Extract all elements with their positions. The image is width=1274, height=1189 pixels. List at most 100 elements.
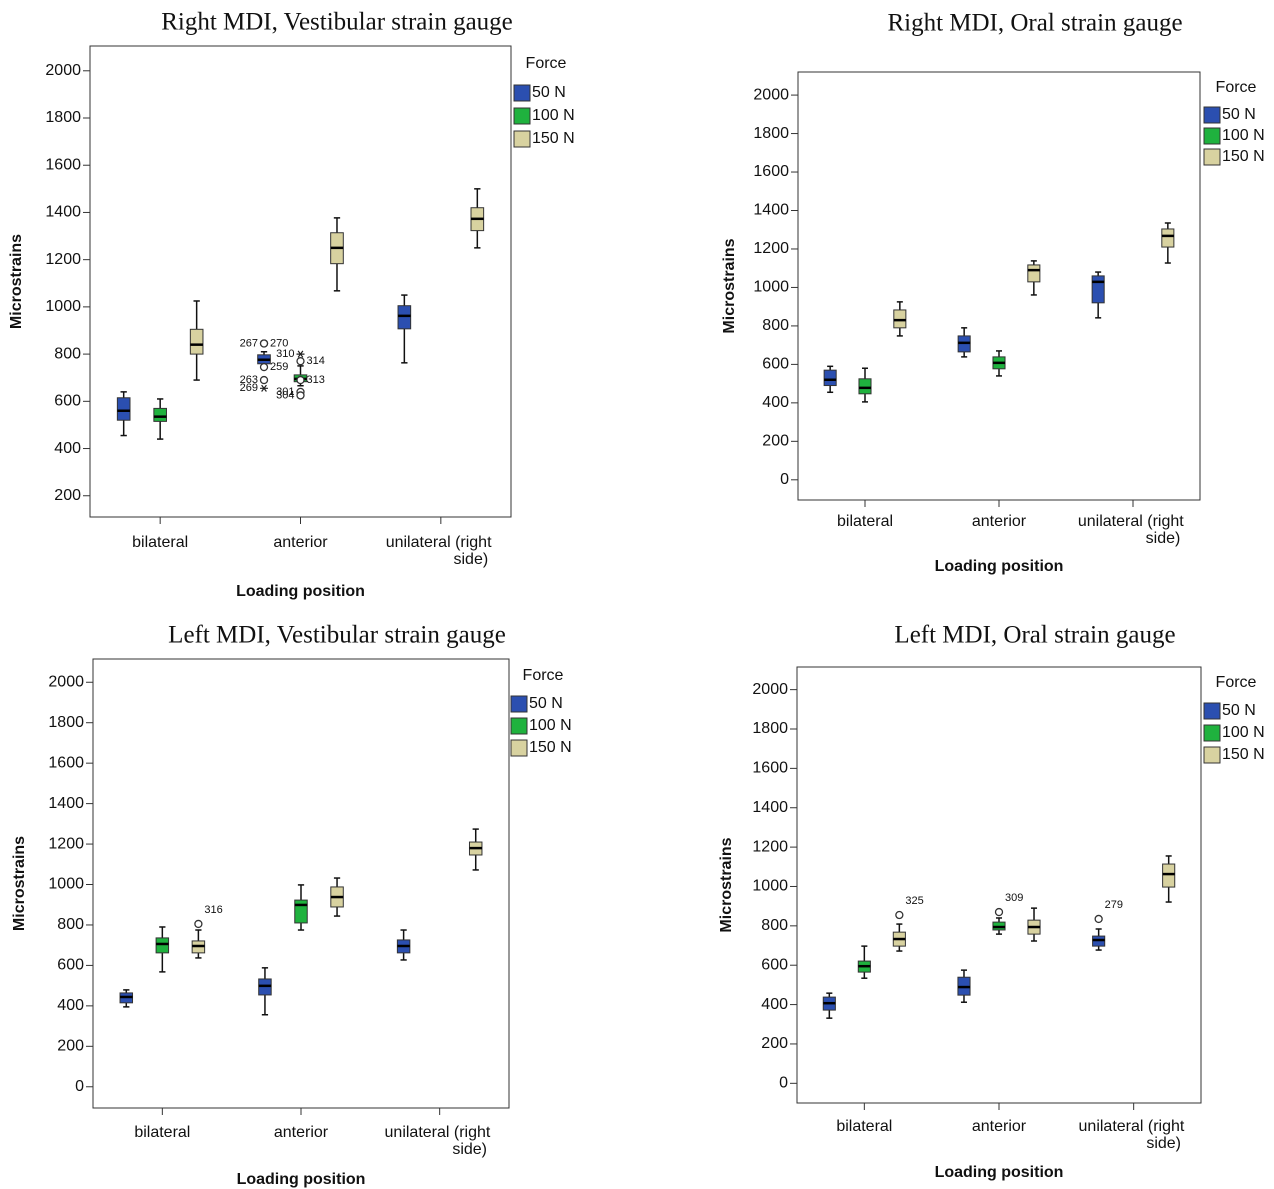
y-tick-label: 1400	[48, 795, 84, 812]
chart-title: Right MDI, Oral strain gauge	[887, 10, 1182, 37]
y-tick-label: 1800	[752, 720, 788, 737]
legend-swatch	[1203, 106, 1221, 124]
outlier-star	[260, 384, 269, 392]
y-tick-label: 1600	[753, 163, 789, 180]
x-tick-label-line: side)	[1146, 530, 1181, 547]
box	[1162, 863, 1176, 888]
legend-swatch	[513, 84, 531, 102]
plot-frame	[796, 666, 1202, 1104]
box	[1091, 275, 1105, 304]
box	[823, 369, 837, 387]
y-tick-label: 400	[762, 394, 789, 411]
outlier	[194, 919, 203, 929]
legend-swatch	[510, 739, 528, 757]
outlier-label: 314	[307, 355, 325, 367]
y-tick-label: 1200	[752, 838, 788, 855]
outlier-label: 259	[270, 361, 288, 373]
y-tick-label: 0	[780, 471, 789, 488]
y-tick-label: 1400	[45, 204, 81, 221]
outlier	[296, 357, 305, 366]
outlier-label: 309	[1005, 892, 1023, 904]
y-tick-label: 1200	[45, 251, 81, 268]
legend-swatch	[510, 717, 528, 735]
x-tick-label: bilateral	[134, 1124, 190, 1141]
outlier	[296, 391, 305, 400]
x-tick-label: bilateral	[837, 513, 893, 530]
x-tick-label: anterior	[972, 513, 1027, 530]
x-tick-label-line: unilateral (right	[1078, 513, 1188, 530]
y-tick-label: 400	[57, 997, 84, 1014]
x-tick-label: anterior	[274, 1124, 329, 1141]
y-tick-label: 1200	[753, 240, 789, 257]
x-tick-label-line: unilateral (right	[385, 1124, 495, 1141]
y-tick-label: 1000	[753, 279, 789, 296]
legend-label: 50 N	[1222, 702, 1256, 719]
x-tick-label: bilateral	[132, 534, 188, 551]
legend-label: 150 N	[529, 739, 572, 756]
x-tick-label: unilateral (right side)	[1079, 1118, 1189, 1152]
y-tick-label: 0	[75, 1078, 84, 1095]
x-axis-label: Loading position	[935, 1164, 1064, 1181]
legend-label: 50 N	[1222, 106, 1256, 123]
outlier	[1094, 914, 1103, 924]
chart-title: Left MDI, Vestibular strain gauge	[168, 622, 506, 649]
outlier-label: 316	[204, 904, 222, 916]
outlier-label: 270	[270, 337, 288, 349]
plot-frame	[92, 658, 510, 1109]
y-tick-label: 0	[779, 1075, 788, 1092]
box	[858, 378, 872, 395]
legend-label: 100 N	[532, 107, 575, 124]
y-tick-label: 400	[761, 996, 788, 1013]
x-tick-label-line: side)	[452, 1141, 487, 1158]
box	[1161, 228, 1175, 248]
legend-label: 50 N	[532, 84, 566, 101]
y-tick-label: 2000	[752, 681, 788, 698]
legend-title: Force	[1216, 79, 1257, 96]
x-axis-label: Loading position	[236, 583, 365, 600]
y-tick-label: 600	[761, 956, 788, 973]
y-tick-label: 800	[761, 917, 788, 934]
x-tick-label: anterior	[972, 1118, 1027, 1135]
y-tick-label: 400	[54, 440, 81, 457]
outlier	[259, 375, 269, 385]
legend-title: Force	[523, 667, 564, 684]
legend-swatch	[1203, 702, 1221, 720]
outlier-label: 269	[240, 382, 258, 394]
y-tick-label: 600	[762, 356, 789, 373]
x-axis-label: Loading position	[237, 1171, 366, 1188]
y-tick-label: 2000	[753, 86, 789, 103]
box	[155, 937, 170, 954]
x-tick-label-line: side)	[1146, 1135, 1181, 1152]
legend-swatch	[1203, 148, 1221, 166]
x-tick-label: unilateral (right side)	[1078, 513, 1188, 547]
y-tick-label: 200	[761, 1035, 788, 1052]
outlier	[296, 375, 305, 385]
y-tick-label: 2000	[48, 673, 84, 690]
y-tick-label: 1600	[752, 760, 788, 777]
legend-label: 100 N	[529, 717, 572, 734]
outlier-label: 313	[307, 374, 325, 386]
y-tick-label: 600	[54, 393, 81, 410]
outlier-label: 263	[240, 374, 258, 386]
y-axis-label: Microstrains	[8, 234, 25, 329]
outlier	[895, 910, 904, 920]
x-axis-label: Loading position	[935, 558, 1064, 575]
box	[893, 309, 907, 329]
x-tick-label-line: unilateral (right	[386, 534, 496, 551]
plot-frame	[89, 45, 512, 518]
outlier-label: 325	[905, 895, 923, 907]
y-tick-label: 200	[57, 1038, 84, 1055]
y-tick-label: 200	[762, 433, 789, 450]
outlier	[259, 362, 269, 372]
y-tick-label: 600	[57, 957, 84, 974]
legend-label: 150 N	[1222, 746, 1265, 763]
legend-swatch	[513, 107, 531, 125]
legend-title: Force	[1216, 674, 1257, 691]
y-tick-label: 1200	[48, 835, 84, 852]
y-tick-label: 1400	[753, 202, 789, 219]
y-tick-label: 200	[54, 487, 81, 504]
legend-label: 100 N	[1222, 724, 1265, 741]
plot-frame	[797, 71, 1201, 501]
outlier	[259, 339, 269, 348]
y-tick-label: 1800	[45, 109, 81, 126]
